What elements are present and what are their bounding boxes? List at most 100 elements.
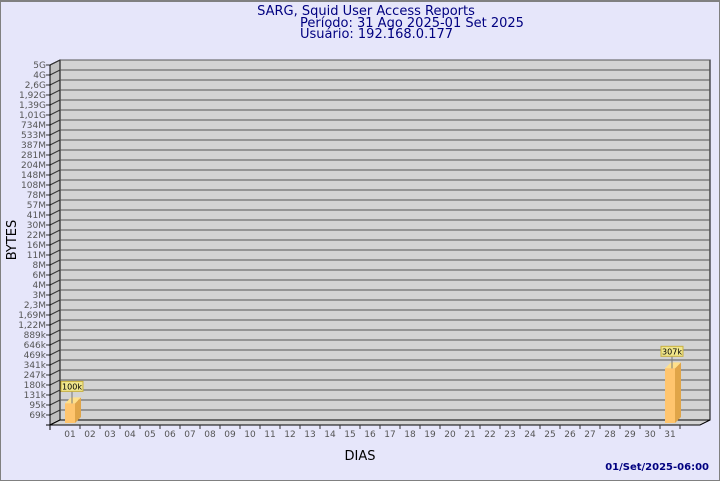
data-label: 100k [62, 382, 82, 391]
y-tick-label: 2,6G [25, 81, 46, 91]
y-tick-label: 2,3M [24, 301, 46, 311]
x-tick-label: 10 [244, 430, 256, 440]
gridline-wall [49, 359, 61, 366]
y-tick-label: 341k [24, 361, 47, 371]
x-tick-label: 22 [484, 430, 495, 440]
footer-timestamp: 01/Set/2025-06:00 [605, 462, 709, 473]
x-tick-label: 14 [324, 430, 336, 440]
gridline-wall [49, 169, 61, 176]
y-tick-label: 148M [21, 171, 46, 181]
x-tick-label: 11 [264, 430, 275, 440]
gridline-wall [49, 229, 61, 236]
x-tick-label: 09 [224, 430, 236, 440]
gridline-wall [49, 109, 61, 116]
y-axis-label: BYTES [5, 220, 20, 261]
y-tick-label: 204M [21, 161, 46, 171]
x-tick-label: 31 [664, 430, 675, 440]
y-tick-label: 469k [24, 351, 47, 361]
x-tick-label: 06 [164, 430, 176, 440]
x-tick-label: 25 [544, 430, 555, 440]
y-tick-label: 247k [24, 371, 47, 381]
gridline-wall [49, 249, 61, 256]
x-tick-label: 19 [424, 430, 436, 440]
y-tick-label: 3M [33, 291, 47, 301]
gridline-wall [49, 269, 61, 276]
chart-period: Período: 31 Ago 2025-01 Set 2025 [300, 16, 524, 31]
bar [65, 403, 75, 423]
gridline-wall [49, 239, 61, 246]
gridline-wall [49, 389, 61, 396]
gridline-wall [49, 399, 61, 406]
x-tick-label: 23 [504, 430, 515, 440]
x-tick-label: 16 [364, 430, 376, 440]
y-tick-label: 1,69M [18, 311, 46, 321]
y-tick-label: 131k [24, 391, 47, 401]
x-tick-label: 24 [524, 430, 536, 440]
x-tick-label: 08 [204, 430, 216, 440]
y-tick-label: 108M [21, 181, 46, 191]
data-label: 307k [662, 347, 682, 356]
gridline-wall [49, 209, 61, 216]
gridline-wall [49, 349, 61, 356]
x-axis-label: DIAS [345, 449, 376, 464]
x-tick-label: 20 [444, 430, 456, 440]
gridline-wall [49, 289, 61, 296]
y-tick-label: 1,01G [19, 111, 46, 121]
gridline-wall [49, 149, 61, 156]
bar-top [65, 397, 81, 404]
x-tick-label: 21 [464, 430, 475, 440]
y-tick-label: 11M [27, 251, 46, 261]
x-tick-label: 07 [184, 430, 195, 440]
gridline-wall [49, 139, 61, 146]
gridline-wall [49, 409, 61, 416]
gridline-wall [49, 179, 61, 186]
y-tick-label: 1,39G [19, 101, 46, 111]
y-tick-label: 41M [27, 211, 46, 221]
y-tick-label: 95k [29, 401, 46, 411]
x-tick-label: 17 [384, 430, 395, 440]
y-tick-label: 646k [24, 341, 47, 351]
y-tick-label: 889k [24, 331, 47, 341]
gridline-wall [49, 279, 61, 286]
x-tick-label: 12 [284, 430, 295, 440]
gridline-wall [49, 59, 61, 66]
data-label-box [60, 380, 84, 392]
chart-title: SARG, Squid User Access Reports [257, 4, 475, 19]
y-tick-label: 16M [27, 241, 46, 251]
x-tick-label: 29 [624, 430, 636, 440]
y-tick-label: 8M [33, 261, 47, 271]
gridline-wall [49, 339, 61, 346]
x-tick-label: 05 [144, 430, 155, 440]
gridline-wall [49, 119, 61, 126]
gridline-wall [49, 159, 61, 166]
gridline-wall [49, 259, 61, 266]
gridline-wall [49, 299, 61, 306]
y-tick-label: 4M [33, 281, 47, 291]
x-tick-label: 04 [124, 430, 136, 440]
gridline-wall [49, 69, 61, 76]
bar-side [75, 397, 81, 423]
gridline-wall [49, 89, 61, 96]
gridline-wall [49, 379, 61, 386]
x-tick-label: 01 [64, 430, 75, 440]
y-tick-label: 22M [27, 231, 46, 241]
plot-floor [49, 419, 711, 426]
y-tick-label: 69k [29, 411, 46, 421]
y-tick-label: 1,22M [18, 321, 46, 331]
y-tick-label: 30M [27, 221, 46, 231]
gridline-wall [49, 129, 61, 136]
gridline-wall [49, 329, 61, 336]
y-tick-label: 1,92G [19, 91, 46, 101]
x-tick-label: 28 [604, 430, 616, 440]
gridline-wall [49, 199, 61, 206]
data-label-box [660, 345, 684, 357]
y-tick-label: 78M [27, 191, 46, 201]
gridline-wall [49, 99, 61, 106]
x-tick-label: 13 [304, 430, 315, 440]
y-tick-label: 281M [21, 151, 46, 161]
y-tick-label: 180k [24, 381, 47, 391]
x-tick-label: 18 [404, 430, 416, 440]
gridline-wall [49, 369, 61, 376]
y-tick-label: 4G [33, 71, 46, 81]
gridline-wall [49, 189, 61, 196]
